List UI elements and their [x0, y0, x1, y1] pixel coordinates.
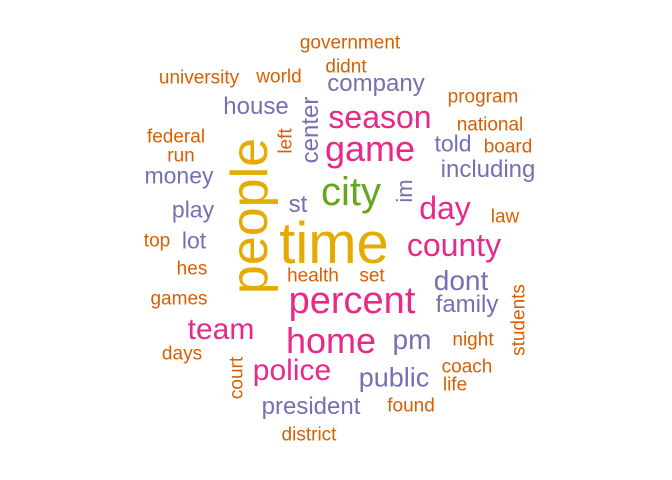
word-law: law — [490, 206, 520, 228]
word-days: days — [161, 343, 203, 365]
word-home: home — [285, 320, 377, 361]
word-family: family — [435, 291, 499, 318]
word-day: day — [419, 190, 471, 226]
word-house: house — [223, 93, 289, 120]
word-time: time — [279, 211, 389, 276]
word-university: university — [158, 67, 240, 89]
word-police: police — [252, 354, 332, 387]
word-percent: percent — [288, 280, 416, 322]
word-national: national — [456, 114, 524, 136]
word-health: health — [287, 265, 339, 287]
word-told: told — [434, 130, 472, 157]
word-run: run — [167, 145, 195, 167]
word-program: program — [447, 86, 519, 108]
word-night: night — [452, 329, 494, 351]
word-federal: federal — [146, 126, 206, 148]
word-set: set — [359, 265, 385, 287]
word-didnt: didnt — [325, 56, 367, 78]
word-team: team — [187, 313, 255, 346]
word-im: im — [392, 179, 417, 203]
word-games: games — [150, 288, 208, 310]
word-hes: hes — [176, 258, 208, 280]
word-district: district — [281, 424, 337, 446]
word-including: including — [440, 156, 536, 183]
word-lot: lot — [181, 227, 207, 254]
word-president: president — [261, 393, 361, 420]
word-people: people — [221, 137, 279, 295]
word-found: found — [387, 395, 435, 417]
word-life: life — [442, 374, 468, 396]
word-top: top — [143, 230, 171, 252]
word-center: center — [297, 96, 324, 164]
word-dont: dont — [433, 265, 489, 296]
word-game: game — [324, 128, 416, 169]
word-city: city — [321, 170, 381, 214]
word-pm: pm — [392, 324, 432, 355]
word-court: court — [226, 356, 248, 400]
word-st: st — [288, 191, 308, 218]
word-coach: coach — [441, 356, 493, 378]
word-play: play — [171, 196, 215, 223]
word-government: government — [299, 32, 401, 54]
word-students: students — [508, 284, 530, 356]
word-season: season — [328, 99, 432, 135]
word-board: board — [483, 136, 533, 158]
word-left: left — [275, 128, 297, 154]
word-money: money — [144, 162, 214, 189]
word-public: public — [358, 362, 430, 393]
word-world: world — [256, 66, 302, 88]
word-company: company — [327, 70, 425, 97]
word-county: county — [406, 227, 502, 263]
